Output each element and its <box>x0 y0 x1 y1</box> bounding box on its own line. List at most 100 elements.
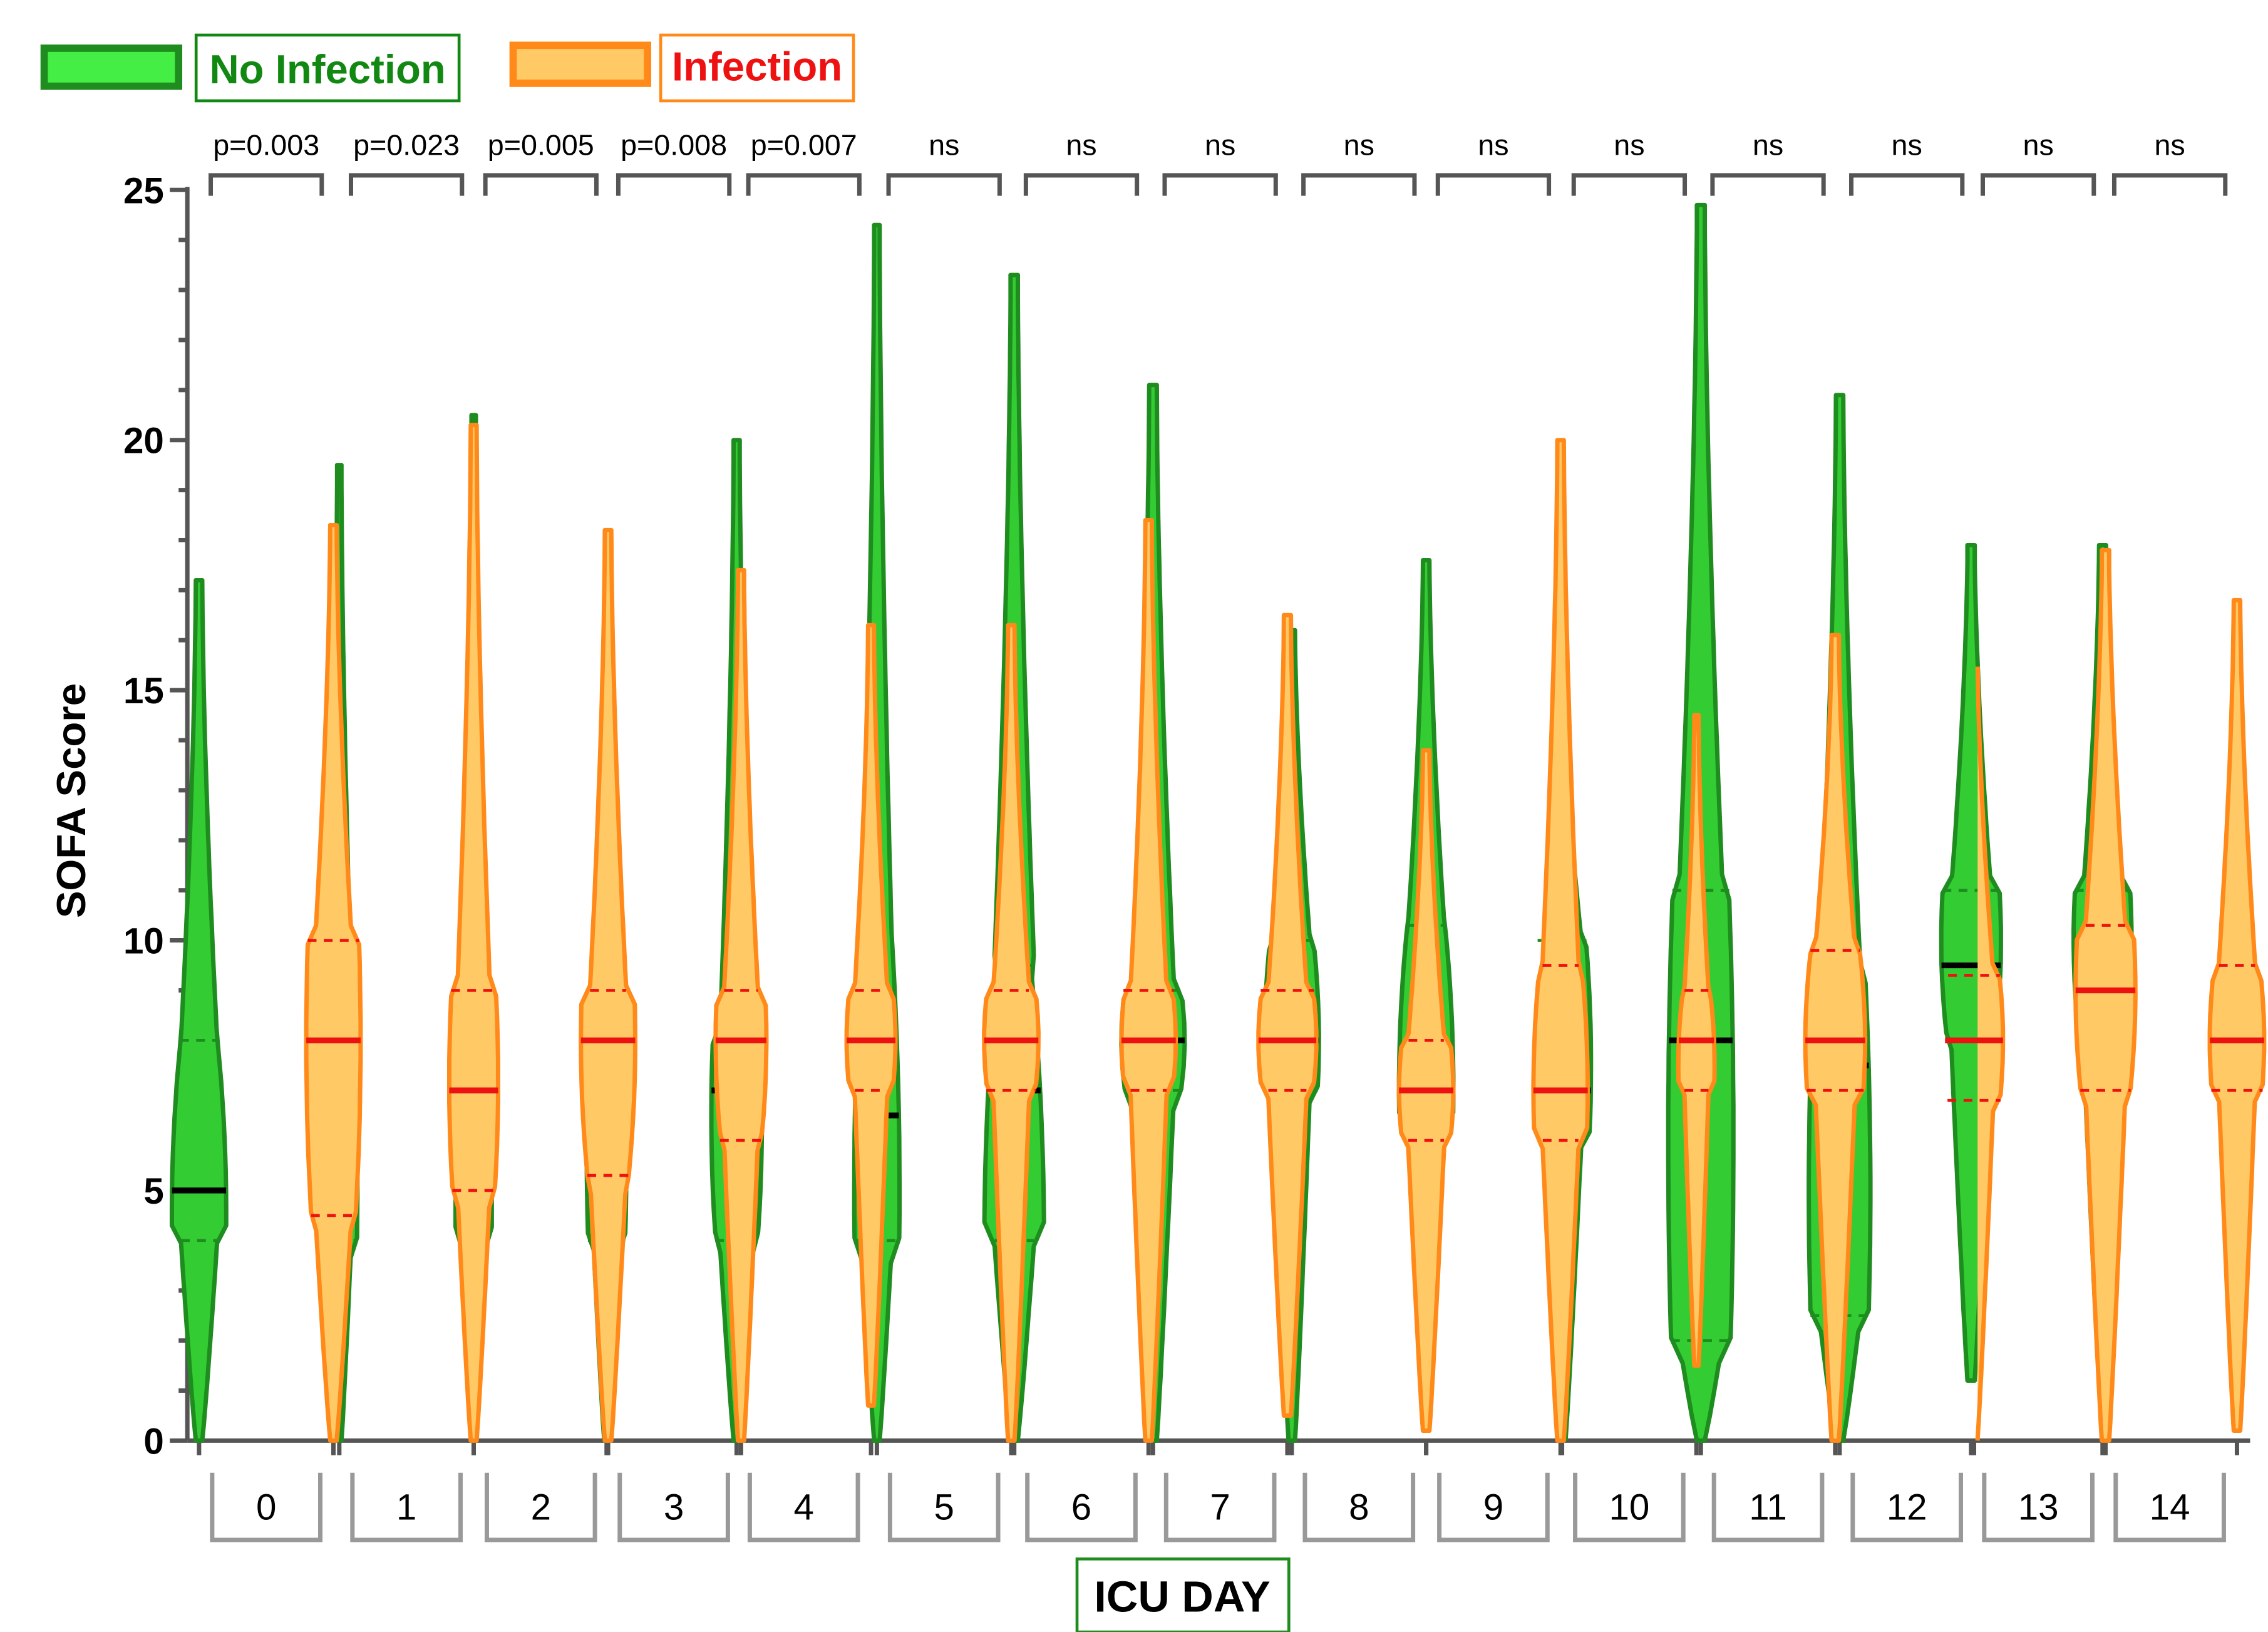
day-label-14: 14 <box>2113 1472 2226 1542</box>
violin-body <box>844 622 898 1408</box>
day-label-2: 2 <box>484 1472 597 1542</box>
bracket-day-12: ns <box>1849 128 1965 196</box>
day-label-6: 6 <box>1025 1472 1138 1542</box>
bracket-day-13: ns <box>1980 128 2096 196</box>
day-label-4: 4 <box>747 1472 860 1542</box>
x-tick-label: 9 <box>1483 1487 1503 1527</box>
x-tick-label: 7 <box>1210 1487 1230 1527</box>
day-box <box>1850 1472 1963 1542</box>
day-label-8: 8 <box>1302 1472 1416 1542</box>
violin-infection-day-13 <box>2073 547 2138 1443</box>
day-label-10: 10 <box>1573 1472 1686 1542</box>
significance-bracket <box>1435 173 1552 196</box>
p-value-label: ns <box>2154 128 2185 161</box>
significance-bracket <box>746 173 862 196</box>
p-value-label: ns <box>1753 128 1783 161</box>
violin-infection-day-7 <box>1256 612 1319 1418</box>
day-box <box>1302 1472 1416 1542</box>
bracket-day-4: p=0.007 <box>746 128 862 196</box>
p-value-label: p=0.023 <box>353 128 460 161</box>
p-value-label: p=0.007 <box>751 128 857 161</box>
bracket-day-2: p=0.005 <box>483 128 599 196</box>
violin-infection-day-6 <box>1119 518 1178 1443</box>
y-tick-label: 15 <box>123 671 164 711</box>
p-value-label: ns <box>929 128 959 161</box>
x-tick-label: 12 <box>1887 1487 1927 1527</box>
day-label-11: 11 <box>1711 1472 1825 1542</box>
day-box <box>617 1472 730 1542</box>
day-label-7: 7 <box>1163 1472 1277 1542</box>
y-tick-label: 25 <box>123 170 164 211</box>
x-tick-label: 1 <box>396 1487 416 1527</box>
violin-infection-day-2 <box>579 527 638 1443</box>
significance-bracket <box>1162 173 1278 196</box>
day-box <box>350 1472 463 1542</box>
violin-infection-day-3 <box>713 567 769 1443</box>
violin-body <box>1975 666 2006 1441</box>
violin-body <box>713 567 769 1443</box>
significance-bracket <box>209 173 324 196</box>
violins <box>169 202 2267 1443</box>
p-value-label: ns <box>2023 128 2054 161</box>
legend-infection-box <box>659 33 855 103</box>
day-label-9: 9 <box>1437 1472 1550 1542</box>
legend: No Infection Infection <box>40 33 855 103</box>
violin-body <box>579 527 638 1443</box>
significance-bracket <box>1571 173 1688 196</box>
bracket-day-14: ns <box>2111 128 2228 196</box>
p-value-label: ns <box>1205 128 1235 161</box>
day-box <box>484 1472 597 1542</box>
day-box <box>1573 1472 1686 1542</box>
y-tick-label: 5 <box>143 1171 163 1212</box>
bracket-day-6: ns <box>1023 128 1140 196</box>
p-value-label: ns <box>1892 128 1922 161</box>
day-box <box>1982 1472 2095 1542</box>
bracket-day-10: ns <box>1571 128 1688 196</box>
y-tick-label: 10 <box>123 921 164 962</box>
x-tick-label: 4 <box>794 1487 814 1527</box>
x-tick-label: 3 <box>664 1487 684 1527</box>
bracket-day-7: ns <box>1162 128 1278 196</box>
bracket-day-5: ns <box>886 128 1002 196</box>
bracket-day-8: ns <box>1301 128 1417 196</box>
p-value-label: ns <box>1344 128 1374 161</box>
violin-body <box>982 622 1041 1443</box>
violin-infection-day-12 <box>1945 666 2006 1441</box>
violin-infection-day-4 <box>844 622 898 1408</box>
violin-infection-day-5 <box>982 622 1041 1443</box>
day-box <box>747 1472 860 1542</box>
day-label-1: 1 <box>350 1472 463 1542</box>
y-tick-label: 0 <box>143 1421 163 1462</box>
violin-body <box>304 522 363 1443</box>
bracket-day-3: p=0.008 <box>616 128 732 196</box>
day-label-12: 12 <box>1850 1472 1963 1542</box>
violin-body <box>2073 547 2138 1443</box>
significance-bracket <box>886 173 1002 196</box>
x-tick-label: 14 <box>2150 1487 2190 1527</box>
x-tick-label: 5 <box>934 1487 954 1527</box>
x-tick-label: 10 <box>1609 1487 1649 1527</box>
x-axis-label-box <box>1075 1557 1291 1632</box>
day-label-5: 5 <box>887 1472 1001 1542</box>
day-box <box>1437 1472 1550 1542</box>
x-tick-label: 0 <box>256 1487 276 1527</box>
x-tick-label: 2 <box>531 1487 551 1527</box>
day-box <box>1025 1472 1138 1542</box>
x-tick-label: 6 <box>1071 1487 1091 1527</box>
x-tick-label: 8 <box>1349 1487 1369 1527</box>
day-label-0: 0 <box>210 1472 322 1542</box>
p-value-label: ns <box>1614 128 1644 161</box>
significance-bracket <box>616 173 732 196</box>
violin-infection-day-1 <box>447 423 500 1443</box>
significance-bracket <box>1301 173 1417 196</box>
violin-body <box>447 423 500 1443</box>
y-axis-label: SOFA Score <box>48 683 94 918</box>
day-box <box>1711 1472 1825 1542</box>
significance-bracket <box>348 173 465 196</box>
bracket-day-11: ns <box>1710 128 1826 196</box>
violin-infection-day-0 <box>304 522 363 1443</box>
x-axis-label: ICU DAY <box>1094 1572 1270 1621</box>
x-tick-label: 11 <box>1749 1487 1787 1527</box>
significance-brackets: p=0.003 p=0.023 p=0.005 p=0.008 p=0.007 ns ns n… <box>209 128 2228 196</box>
